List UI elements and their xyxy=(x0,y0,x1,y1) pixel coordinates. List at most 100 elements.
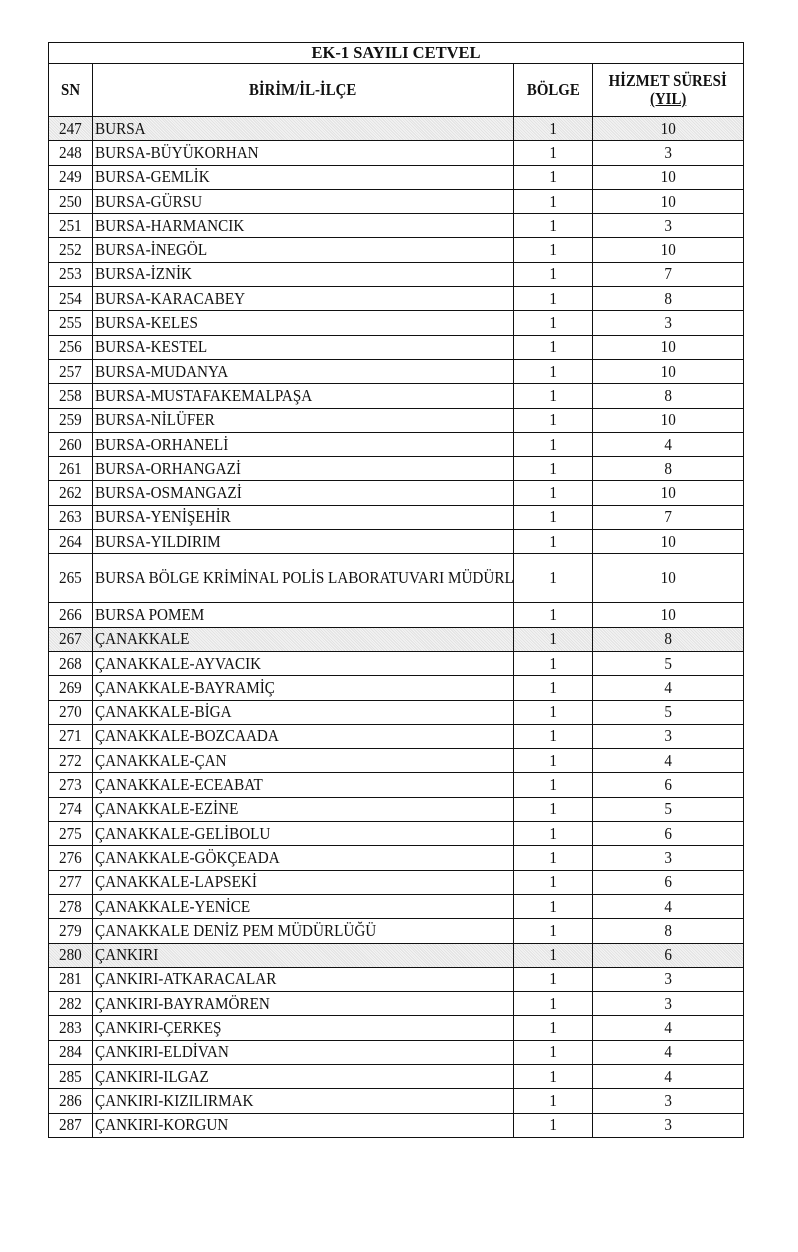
row-region: 1 xyxy=(549,288,557,308)
table-row: 250 BURSA-GÜRSU 1 10 xyxy=(48,188,745,215)
row-name-cell: ÇANAKKALE-ECEABAT xyxy=(92,772,514,798)
row-region: 1 xyxy=(549,1042,557,1062)
row-years: 4 xyxy=(664,1066,672,1086)
row-years-cell: 3 xyxy=(591,310,745,336)
row-name: ÇANAKKALE-EZİNE xyxy=(95,799,239,819)
row-years-cell: 10 xyxy=(591,480,745,506)
table-row: 270 ÇANAKKALE-BİGA 1 5 xyxy=(48,699,745,725)
row-sn: 271 xyxy=(59,726,82,746)
row-region-cell: 1 xyxy=(513,1112,593,1138)
row-years: 3 xyxy=(664,726,672,746)
row-sn-cell: 260 xyxy=(48,431,93,458)
row-name: BURSA-YENİŞEHİR xyxy=(95,507,231,527)
row-region-cell: 1 xyxy=(513,650,593,677)
row-years-cell: 10 xyxy=(591,188,745,215)
row-region: 1 xyxy=(549,531,557,551)
row-years-cell: 8 xyxy=(591,286,745,312)
table-row: 252 BURSA-İNEGÖL 1 10 xyxy=(48,237,745,263)
row-years-cell: 4 xyxy=(591,748,745,774)
row-sn: 277 xyxy=(59,872,82,892)
header-name: BİRİM/İL-İLÇE xyxy=(92,63,514,117)
row-region-cell: 1 xyxy=(513,383,593,409)
row-region-cell: 1 xyxy=(513,942,593,968)
row-years: 8 xyxy=(664,385,672,405)
row-sn-cell: 287 xyxy=(48,1112,93,1138)
row-sn: 279 xyxy=(59,920,82,940)
row-sn: 247 xyxy=(59,118,82,138)
row-years-cell: 6 xyxy=(591,821,745,847)
row-name: BURSA POMEM xyxy=(95,604,205,624)
row-sn-cell: 256 xyxy=(48,334,93,360)
row-name: ÇANKIRI-ATKARACALAR xyxy=(95,969,277,989)
header-sn-text: SN xyxy=(61,80,80,99)
row-name: BURSA-MUDANYA xyxy=(95,361,229,381)
row-name-cell: BURSA-ORHANGAZİ xyxy=(92,456,514,482)
row-years: 4 xyxy=(664,1042,672,1062)
row-years: 6 xyxy=(664,823,672,843)
row-name: BURSA BÖLGE KRİMİNAL POLİS LABORATUVARI … xyxy=(95,568,514,588)
row-name: BURSA-KARACABEY xyxy=(95,288,246,308)
row-name: BURSA-GÜRSU xyxy=(95,191,203,211)
row-years: 5 xyxy=(664,799,672,819)
row-years: 10 xyxy=(660,483,676,503)
row-sn-cell: 282 xyxy=(48,991,93,1017)
row-sn: 269 xyxy=(59,677,82,697)
row-region: 1 xyxy=(549,118,557,138)
row-region: 1 xyxy=(549,191,557,211)
row-sn-cell: 247 xyxy=(48,115,93,142)
row-region: 1 xyxy=(549,945,557,965)
row-region: 1 xyxy=(549,1018,557,1038)
row-sn-cell: 257 xyxy=(48,358,93,385)
header-duration-line1: HİZMET SÜRESİ xyxy=(608,71,728,90)
row-sn-cell: 258 xyxy=(48,383,93,409)
row-sn: 283 xyxy=(59,1018,82,1038)
row-years: 6 xyxy=(664,872,672,892)
row-name-cell: ÇANKIRI-ILGAZ xyxy=(92,1063,514,1090)
row-name-cell: ÇANAKKALE-YENİCE xyxy=(92,893,514,920)
row-sn-cell: 248 xyxy=(48,140,93,166)
row-years-cell: 3 xyxy=(591,1088,745,1114)
row-region-cell: 1 xyxy=(513,553,593,604)
row-name-cell: ÇANKIRI-ATKARACALAR xyxy=(92,966,514,993)
row-region-cell: 1 xyxy=(513,918,593,944)
row-sn-cell: 286 xyxy=(48,1088,93,1114)
table-row: 267 ÇANAKKALE 1 8 xyxy=(48,626,745,652)
row-years-cell: 3 xyxy=(591,966,745,993)
row-name: BURSA-KESTEL xyxy=(95,337,208,357)
row-region: 1 xyxy=(549,1066,557,1086)
row-region: 1 xyxy=(549,458,557,478)
row-region-cell: 1 xyxy=(513,261,593,288)
row-years-cell: 4 xyxy=(591,1063,745,1090)
row-sn: 252 xyxy=(59,240,82,260)
row-name: ÇANAKKALE-GELİBOLU xyxy=(95,823,271,843)
row-region: 1 xyxy=(549,483,557,503)
row-name-cell: BURSA POMEM xyxy=(92,602,514,628)
row-region: 1 xyxy=(549,410,557,430)
table-row: 247 BURSA 1 10 xyxy=(48,115,745,142)
table-row: 259 BURSA-NİLÜFER 1 10 xyxy=(48,407,745,433)
row-region-cell: 1 xyxy=(513,772,593,798)
row-sn: 284 xyxy=(59,1042,82,1062)
row-region: 1 xyxy=(549,215,557,235)
row-name-cell: BURSA-MUDANYA xyxy=(92,358,514,385)
row-region-cell: 1 xyxy=(513,480,593,506)
row-name-cell: BURSA BÖLGE KRİMİNAL POLİS LABORATUVARI … xyxy=(92,553,514,604)
row-region: 1 xyxy=(549,775,557,795)
row-sn-cell: 281 xyxy=(48,966,93,993)
row-region: 1 xyxy=(549,677,557,697)
row-name: ÇANKIRI-ELDİVAN xyxy=(95,1042,229,1062)
row-name-cell: BURSA-KELES xyxy=(92,310,514,336)
row-years: 8 xyxy=(664,458,672,478)
row-name-cell: BURSA-İZNİK xyxy=(92,261,514,288)
row-years-cell: 8 xyxy=(591,918,745,944)
row-sn-cell: 280 xyxy=(48,942,93,968)
row-region-cell: 1 xyxy=(513,966,593,993)
row-region-cell: 1 xyxy=(513,845,593,871)
row-sn-cell: 251 xyxy=(48,213,93,239)
row-years-cell: 8 xyxy=(591,456,745,482)
row-years: 3 xyxy=(664,313,672,333)
row-region-cell: 1 xyxy=(513,1039,593,1065)
row-name: BURSA-HARMANCIK xyxy=(95,215,245,235)
row-region: 1 xyxy=(549,385,557,405)
row-region-cell: 1 xyxy=(513,748,593,774)
